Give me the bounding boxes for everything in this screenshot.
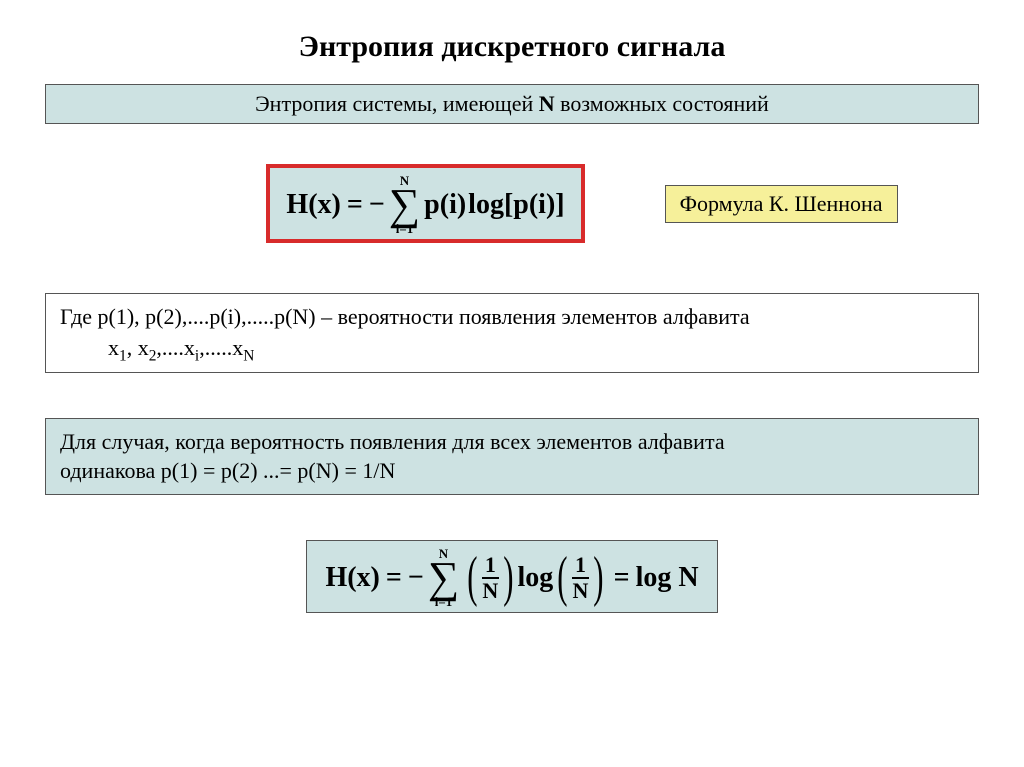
p-of-i: p(i) bbox=[424, 189, 466, 221]
sigma-symbol: ∑ bbox=[389, 187, 420, 222]
open-paren2: ( bbox=[347, 562, 356, 594]
den2: N bbox=[572, 579, 588, 602]
num2: 1 bbox=[572, 554, 589, 579]
close-paren: ) bbox=[332, 189, 341, 221]
sub-2: 2 bbox=[149, 347, 157, 364]
frac1: ( 1 N ) bbox=[463, 554, 517, 602]
sub-1: 1 bbox=[119, 347, 127, 364]
rparen1: ) bbox=[503, 558, 513, 597]
bracket-p-of-i: [p(i)] bbox=[504, 189, 565, 221]
equals: = bbox=[347, 189, 363, 221]
sub-N: N bbox=[243, 347, 254, 364]
minus2: − bbox=[408, 562, 424, 594]
minus: − bbox=[369, 189, 385, 221]
system-banner: Энтропия системы, имеющей N возможных со… bbox=[45, 84, 979, 124]
log2: log bbox=[518, 562, 554, 594]
final-formula: H(x) = − N ∑ i=1 ( 1 N ) log bbox=[325, 547, 698, 608]
sigma-lower: i=1 bbox=[396, 222, 414, 235]
where-line1: Где p(1), p(2),....p(i),.....p(N) – веро… bbox=[60, 302, 964, 333]
formula-row: H(x) = − N ∑ i=1 p(i) log [p(i)] Формула… bbox=[185, 164, 979, 243]
open-paren: ( bbox=[308, 189, 317, 221]
var-x: x bbox=[318, 189, 332, 221]
log: log bbox=[468, 189, 504, 221]
var-H: H bbox=[286, 189, 308, 221]
lparen1: ( bbox=[467, 558, 477, 597]
frac-1N-1: 1 N bbox=[482, 554, 499, 602]
var-H2: H bbox=[325, 562, 347, 594]
banner-n: N bbox=[539, 91, 555, 116]
main-formula: H(x) = − N ∑ i=1 p(i) log [p(i)] bbox=[286, 174, 564, 235]
sigma2: N ∑ i=1 bbox=[428, 547, 459, 608]
equals2: = bbox=[386, 562, 402, 594]
sub-i: i bbox=[195, 347, 199, 364]
sigma2-symbol: ∑ bbox=[428, 560, 459, 595]
frac2: ( 1 N ) bbox=[553, 554, 607, 602]
var-x2: x bbox=[357, 562, 371, 594]
lparen2: ( bbox=[557, 558, 567, 597]
logN: log N bbox=[636, 562, 699, 594]
sigma: N ∑ i=1 bbox=[389, 174, 420, 235]
sigma2-lower: i=1 bbox=[435, 595, 453, 608]
main-formula-box: H(x) = − N ∑ i=1 p(i) log [p(i)] bbox=[266, 164, 584, 243]
close-paren2: ) bbox=[371, 562, 380, 594]
where-line2: x1, x2,....xi,.....xN bbox=[60, 333, 964, 364]
rparen2: ) bbox=[593, 558, 603, 597]
num1: 1 bbox=[482, 554, 499, 579]
equal-case-line1: Для случая, когда вероятность появления … bbox=[60, 427, 964, 457]
banner-suffix: возможных состояний bbox=[555, 91, 769, 116]
shannon-label: Формула К. Шеннона bbox=[665, 185, 898, 223]
equals3: = bbox=[614, 562, 630, 594]
final-formula-box: H(x) = − N ∑ i=1 ( 1 N ) log bbox=[306, 540, 717, 613]
equal-case-box: Для случая, когда вероятность появления … bbox=[45, 418, 979, 495]
final-formula-wrap: H(x) = − N ∑ i=1 ( 1 N ) log bbox=[45, 540, 979, 613]
slide-container: Энтропия дискретного сигнала Энтропия си… bbox=[0, 0, 1024, 767]
den1: N bbox=[482, 579, 498, 602]
frac-1N-2: 1 N bbox=[572, 554, 589, 602]
slide-title: Энтропия дискретного сигнала bbox=[45, 30, 979, 64]
where-box: Где p(1), p(2),....p(i),.....p(N) – веро… bbox=[45, 293, 979, 373]
banner-prefix: Энтропия системы, имеющей bbox=[255, 91, 539, 116]
equal-case-line2: одинакова p(1) = p(2) ...= p(N) = 1/N bbox=[60, 456, 964, 486]
